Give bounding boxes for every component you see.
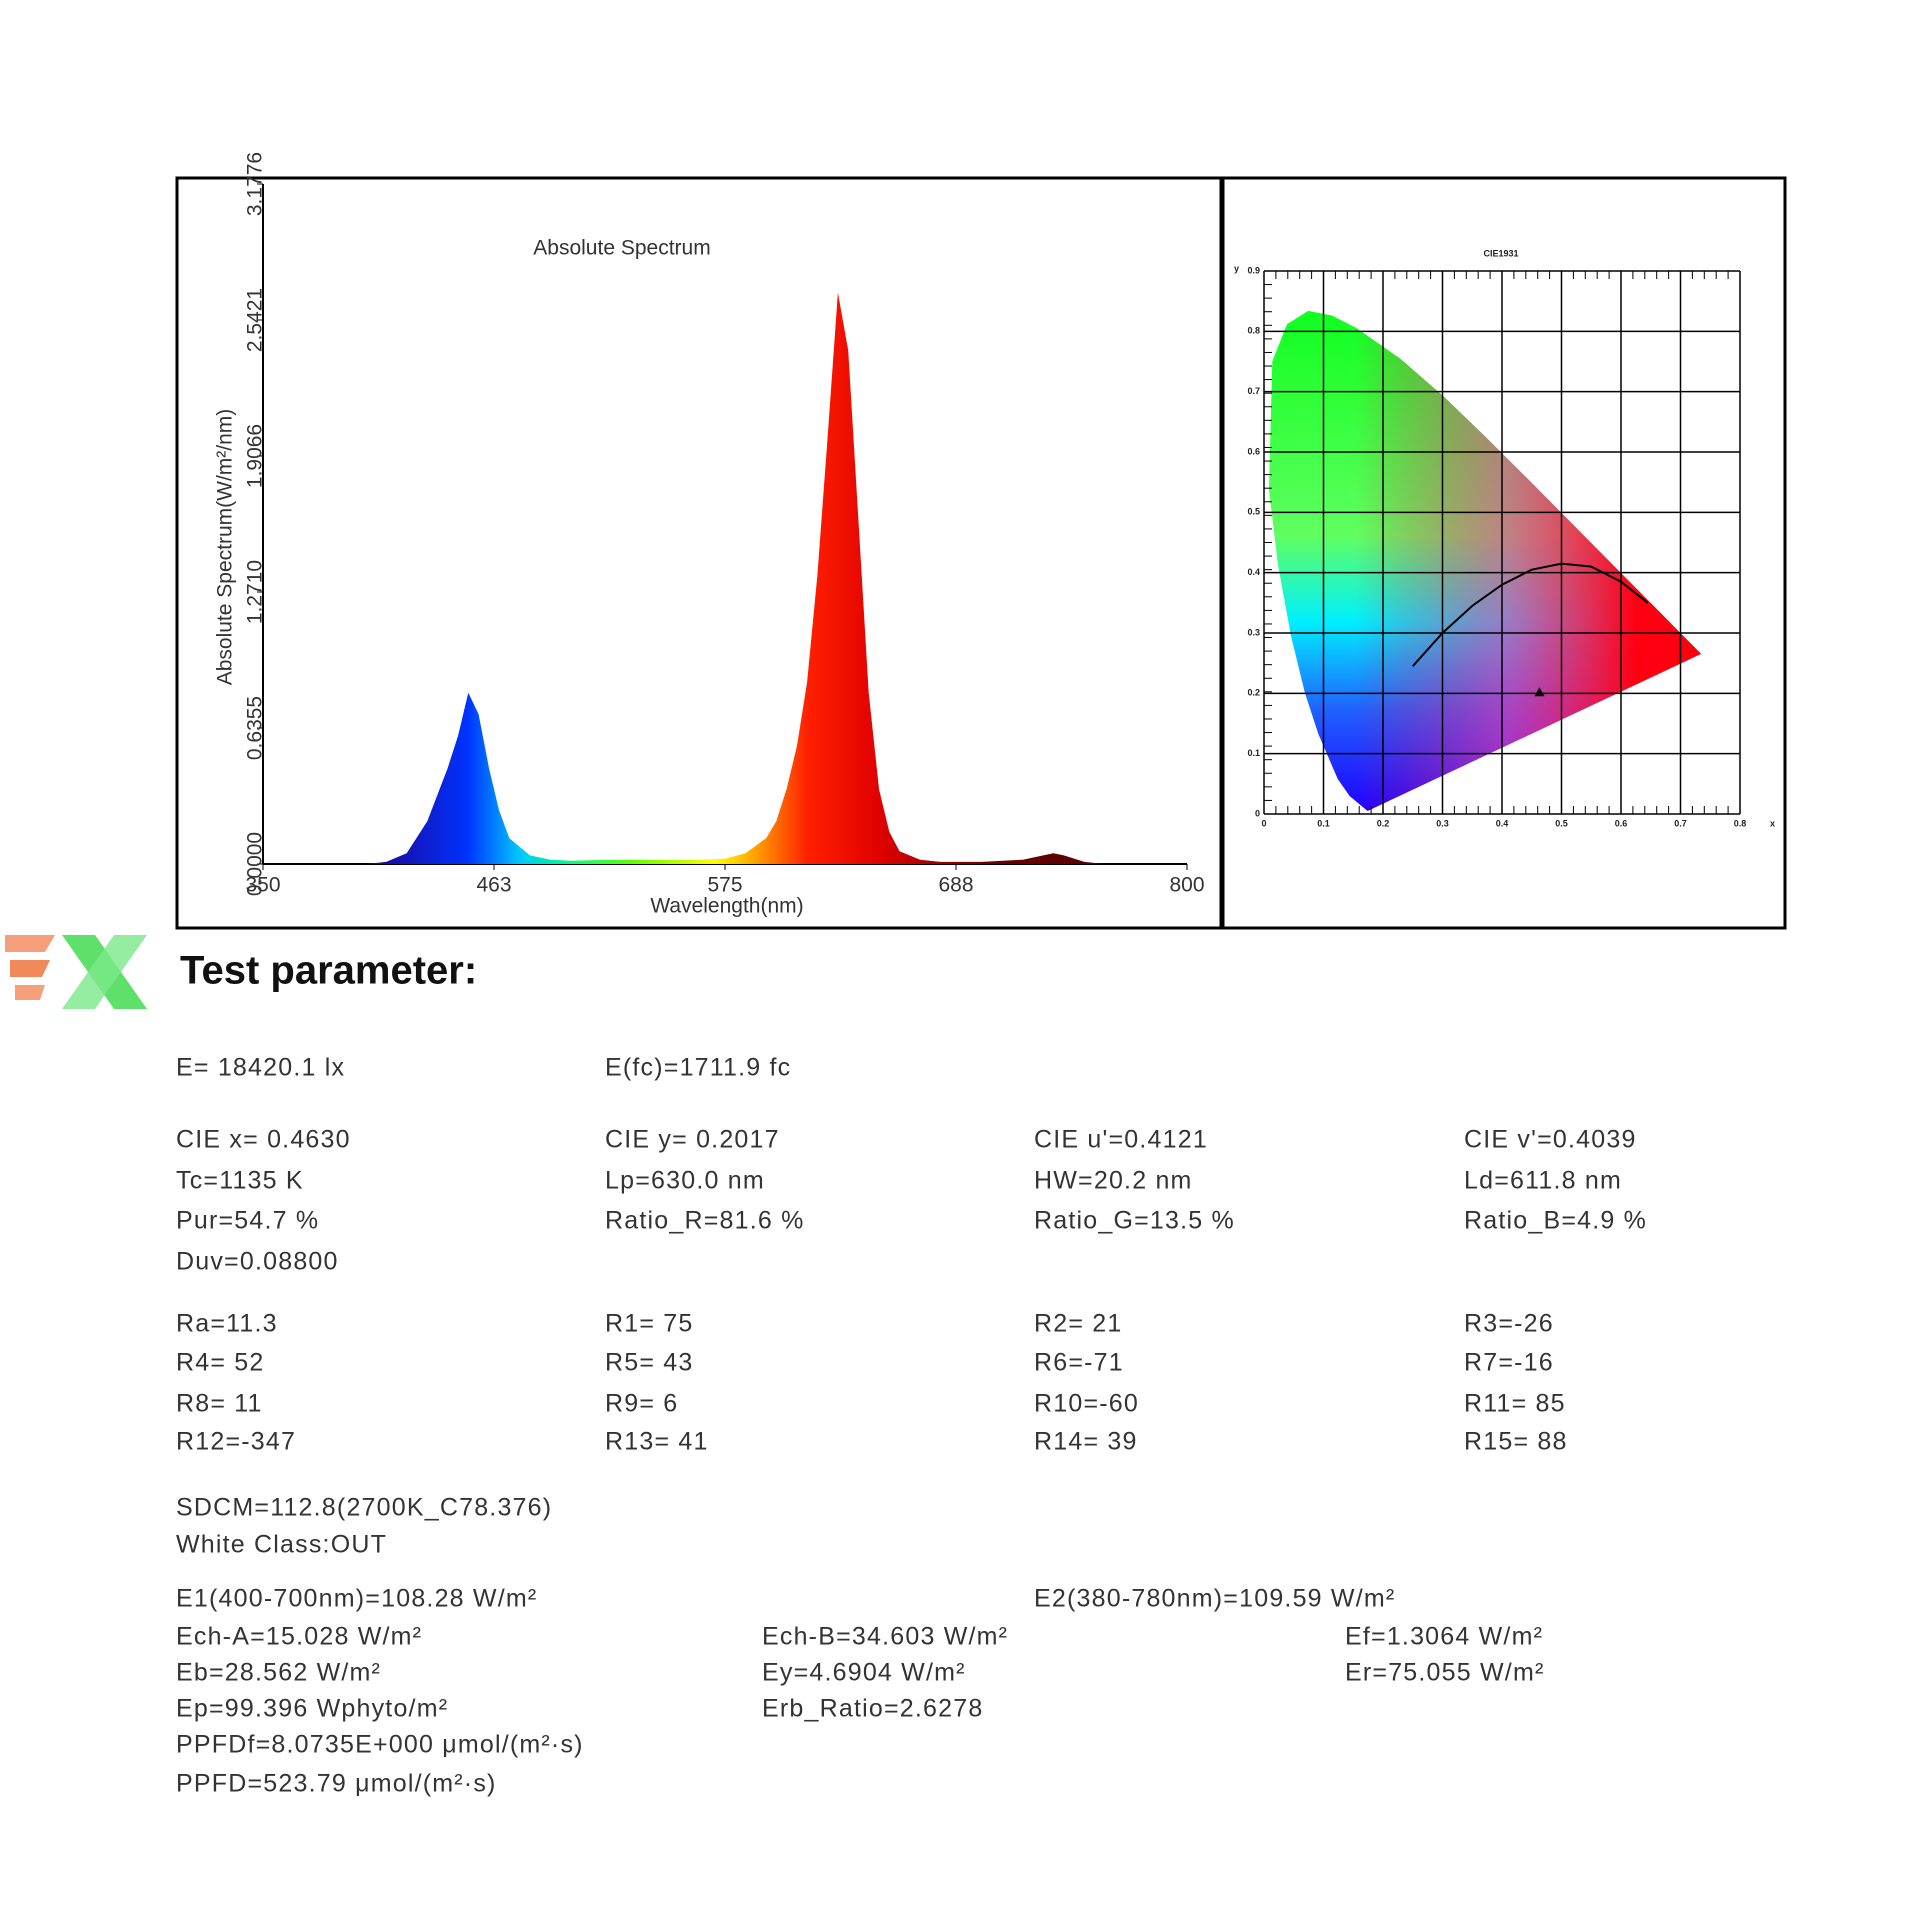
parameter: CIE y= 0.2017 bbox=[605, 1126, 780, 1154]
parameter: Ratio_R=81.6 % bbox=[605, 1207, 805, 1235]
x-tick-label: 0.6 bbox=[1615, 818, 1628, 828]
spectrum-frame bbox=[175, 176, 1223, 930]
y-axis-label: y bbox=[1234, 263, 1239, 273]
parameter: Ech-B=34.603 W/m² bbox=[762, 1623, 1008, 1651]
parameter: Ratio_B=4.9 % bbox=[1464, 1207, 1647, 1235]
y-tick-label: 2.5421 bbox=[244, 288, 267, 352]
x-tick-label: 0.2 bbox=[1377, 818, 1390, 828]
parameter: Tc=1135 K bbox=[176, 1167, 304, 1195]
parameter: Ld=611.8 nm bbox=[1464, 1167, 1622, 1195]
y-tick-label: 3.1776 bbox=[244, 152, 267, 216]
parameter: PPFD=523.79 μmol/(m²·s) bbox=[176, 1770, 497, 1798]
parameter: Ep=99.396 Wphyto/m² bbox=[176, 1695, 448, 1723]
params-heading: Test parameter: bbox=[180, 949, 477, 993]
cie-horseshoe-overlay bbox=[1268, 310, 1702, 811]
parameter: E(fc)=1711.9 fc bbox=[605, 1054, 791, 1082]
y-tick-label: 1.2710 bbox=[244, 560, 267, 624]
parameter: Ey=4.6904 W/m² bbox=[762, 1659, 966, 1687]
y-tick-label: 0 bbox=[1255, 808, 1260, 818]
parameter: R15= 88 bbox=[1464, 1428, 1568, 1456]
parameter: R11= 85 bbox=[1464, 1390, 1566, 1418]
chart-title: CIE1931 bbox=[1483, 248, 1518, 258]
parameter: R1= 75 bbox=[605, 1310, 694, 1338]
parameter: Ra=11.3 bbox=[176, 1310, 278, 1338]
parameter: E1(400-700nm)=108.28 W/m² bbox=[176, 1585, 537, 1613]
parameter: Er=75.055 W/m² bbox=[1345, 1659, 1545, 1687]
x-axis-label: Wavelength(nm) bbox=[650, 895, 803, 918]
y-tick-label: 0.9 bbox=[1247, 265, 1260, 275]
parameter: R5= 43 bbox=[605, 1349, 694, 1377]
parameter: SDCM=112.8(2700K_C78.376) bbox=[176, 1494, 552, 1522]
planckian-locus bbox=[1412, 562, 1649, 667]
parameter: Erb_Ratio=2.6278 bbox=[762, 1695, 983, 1723]
parameter: White Class:OUT bbox=[176, 1531, 387, 1559]
parameter: R3=-26 bbox=[1464, 1310, 1554, 1338]
parameter: R8= 11 bbox=[176, 1390, 263, 1418]
x-tick-label: 0.7 bbox=[1674, 818, 1687, 828]
parameter: R14= 39 bbox=[1034, 1428, 1138, 1456]
parameter: R10=-60 bbox=[1034, 1390, 1139, 1418]
y-tick-label: 0.0000 bbox=[244, 832, 267, 896]
x-axis-label: x bbox=[1770, 818, 1775, 828]
x-tick-label: 688 bbox=[938, 874, 973, 897]
x-tick-label: 0.3 bbox=[1436, 818, 1449, 828]
x-tick-label: 0.8 bbox=[1734, 818, 1747, 828]
y-tick-label: 0.8 bbox=[1247, 326, 1260, 336]
parameter: Duv=0.08800 bbox=[176, 1248, 339, 1276]
logo bbox=[5, 935, 147, 1009]
y-tick-label: 0.7 bbox=[1247, 386, 1260, 396]
y-tick-label: 0.6355 bbox=[244, 696, 267, 760]
x-tick-label: 575 bbox=[707, 874, 742, 897]
x-tick-label: 0.5 bbox=[1555, 818, 1568, 828]
y-tick-label: 0.2 bbox=[1247, 688, 1260, 698]
parameter: Ratio_G=13.5 % bbox=[1034, 1207, 1235, 1235]
x-tick-label: 0.4 bbox=[1496, 818, 1509, 828]
y-axis-label: Absolute Spectrum(W/m²/nm) bbox=[214, 409, 237, 686]
parameter: Eb=28.562 W/m² bbox=[176, 1659, 381, 1687]
x-tick-label: 0.1 bbox=[1317, 818, 1330, 828]
y-tick-label: 0.3 bbox=[1247, 627, 1260, 637]
y-tick-label: 0.5 bbox=[1247, 507, 1260, 517]
parameter: R13= 41 bbox=[605, 1428, 709, 1456]
cie-frame bbox=[1221, 176, 1787, 930]
x-tick-label: 800 bbox=[1169, 874, 1204, 897]
parameter: R2= 21 bbox=[1034, 1310, 1123, 1338]
y-tick-label: 0.4 bbox=[1247, 567, 1260, 577]
parameter: R4= 52 bbox=[176, 1349, 265, 1377]
y-tick-label: 0.6 bbox=[1247, 446, 1260, 456]
chart-title: Absolute Spectrum bbox=[533, 237, 710, 260]
parameter: CIE v'=0.4039 bbox=[1464, 1126, 1637, 1154]
y-tick-label: 0.1 bbox=[1247, 748, 1260, 758]
parameter: Ef=1.3064 W/m² bbox=[1345, 1623, 1543, 1651]
chromaticity-point bbox=[1534, 687, 1545, 697]
x-tick-label: 350 bbox=[245, 874, 280, 897]
y-tick-label: 1.9066 bbox=[244, 424, 267, 488]
parameter: R9= 6 bbox=[605, 1390, 678, 1418]
parameter: R6=-71 bbox=[1034, 1349, 1124, 1377]
parameter: R12=-347 bbox=[176, 1428, 296, 1456]
parameter: E2(380-780nm)=109.59 W/m² bbox=[1034, 1585, 1395, 1613]
parameter: CIE u'=0.4121 bbox=[1034, 1126, 1208, 1154]
parameter: CIE x= 0.4630 bbox=[176, 1126, 351, 1154]
x-tick-label: 463 bbox=[476, 874, 511, 897]
parameter: HW=20.2 nm bbox=[1034, 1167, 1193, 1195]
parameter: Ech-A=15.028 W/m² bbox=[176, 1623, 422, 1651]
parameter: E= 18420.1 lx bbox=[176, 1054, 345, 1082]
parameter: Lp=630.0 nm bbox=[605, 1167, 765, 1195]
x-tick-label: 0 bbox=[1261, 818, 1266, 828]
parameter: PPFDf=8.0735E+000 μmol/(m²·s) bbox=[176, 1731, 584, 1759]
parameter: Pur=54.7 % bbox=[176, 1207, 319, 1235]
spectrum-area bbox=[263, 292, 1187, 865]
parameter: R7=-16 bbox=[1464, 1349, 1554, 1377]
